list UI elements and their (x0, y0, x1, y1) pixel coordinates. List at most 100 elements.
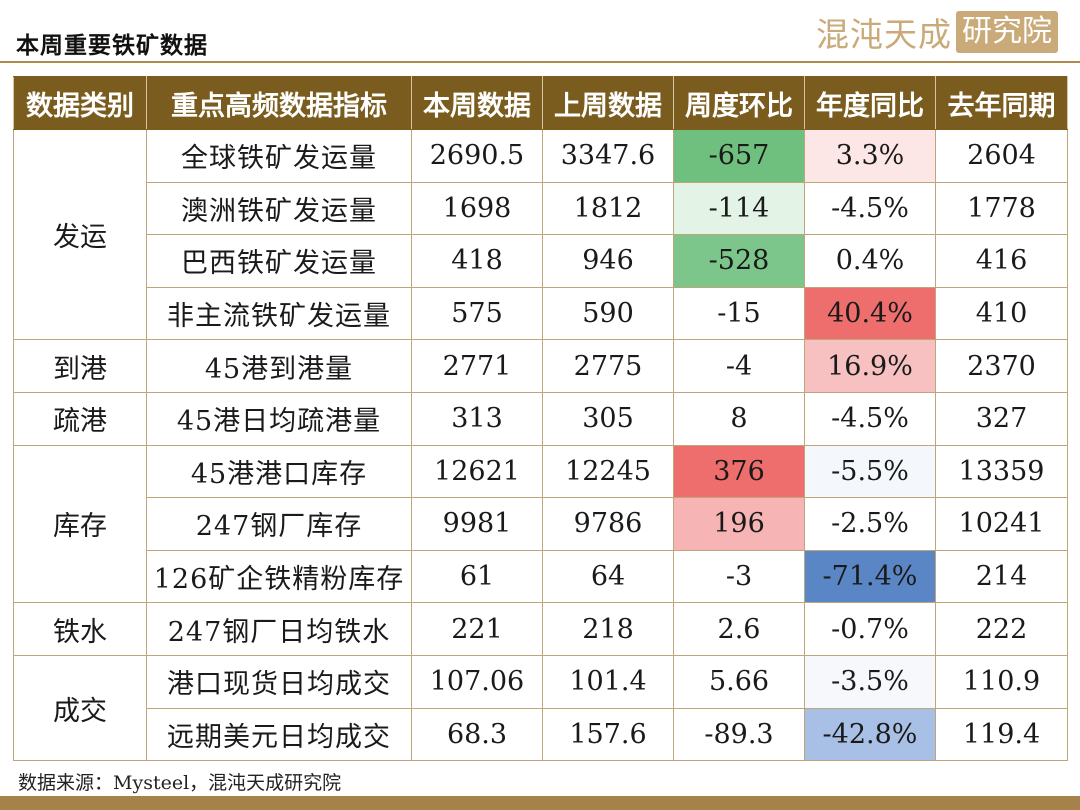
last-week-cell: 9786 (542, 497, 674, 551)
brand-logo: 混沌天成 研究院 (816, 10, 1058, 54)
last-year-cell: 2370 (935, 339, 1068, 393)
table-row: 远期美元日均成交 68.3 157.6 -89.3 -42.8% 119.4 (14, 707, 1068, 762)
this-week-cell: 12621 (411, 444, 543, 499)
wow-change-cell: -89.3 (673, 707, 805, 762)
yoy-change-cell: -42.8% (804, 707, 936, 762)
category-cell: 铁水 (13, 602, 147, 656)
this-week-cell: 9981 (411, 497, 543, 551)
last-year-cell: 416 (935, 234, 1068, 288)
yoy-change-cell: -2.5% (804, 497, 936, 551)
wow-change-cell: -4 (673, 339, 805, 393)
this-week-cell: 575 (411, 286, 543, 341)
last-week-cell: 218 (542, 602, 674, 656)
wow-change-cell: 8 (673, 391, 805, 446)
indicator-cell: 45港日均疏港量 (146, 391, 412, 446)
last-week-cell: 157.6 (542, 707, 674, 762)
table-header-row: 数据类别 重点高频数据指标 本周数据 上周数据 周度环比 年度同比 去年同期 (13, 76, 1068, 130)
indicator-cell: 45港到港量 (146, 339, 412, 393)
this-week-cell: 2771 (411, 339, 543, 393)
indicator-cell: 巴西铁矿发运量 (146, 234, 412, 288)
footer-bar (0, 796, 1080, 810)
last-year-cell: 327 (935, 391, 1068, 446)
last-year-cell: 410 (935, 286, 1068, 341)
table-row: 247钢厂库存 9981 9786 196 -2.5% 10241 (14, 497, 1068, 551)
yoy-change-cell: -0.7% (804, 602, 936, 656)
category-cell: 成交 (13, 654, 147, 762)
table-row: 澳洲铁矿发运量 1698 1812 -114 -4.5% 1778 (14, 181, 1068, 236)
yoy-change-cell: 0.4% (804, 234, 936, 288)
last-week-cell: 305 (542, 391, 674, 446)
this-week-cell: 313 (411, 391, 543, 446)
logo-text: 混沌天成 (816, 15, 952, 54)
table-row: 铁水 247钢厂日均铁水 221 218 2.6 -0.7% 222 (13, 602, 1068, 656)
last-year-cell: 13359 (935, 444, 1068, 499)
table-row: 疏港 45港日均疏港量 313 305 8 -4.5% 327 (13, 391, 1068, 446)
wow-change-cell: -15 (673, 286, 805, 341)
yoy-change-cell: -3.5% (804, 654, 936, 709)
column-header: 重点高频数据指标 (146, 76, 412, 130)
category-cell: 发运 (13, 128, 147, 341)
this-week-cell: 2690.5 (411, 129, 543, 183)
this-week-cell: 107.06 (411, 654, 543, 709)
indicator-cell: 247钢厂库存 (146, 497, 412, 551)
last-year-cell: 214 (935, 549, 1068, 604)
yoy-change-cell: 3.3% (804, 129, 936, 183)
table-row: 发运 全球铁矿发运量 2690.5 3347.6 -657 3.3% 2604 (13, 128, 1068, 341)
header-divider (0, 61, 1080, 63)
last-week-cell: 1812 (542, 181, 674, 236)
yoy-change-cell: 40.4% (804, 286, 936, 341)
last-week-cell: 2775 (542, 339, 674, 393)
wow-change-cell: 376 (673, 444, 805, 499)
wow-change-cell: -657 (673, 129, 805, 183)
this-week-cell: 1698 (411, 181, 543, 236)
last-week-cell: 590 (542, 286, 674, 341)
indicator-cell: 澳洲铁矿发运量 (146, 181, 412, 236)
yoy-change-cell: -5.5% (804, 444, 936, 499)
table-row: 126矿企铁精粉库存 61 64 -3 -71.4% 214 (14, 549, 1068, 604)
this-week-cell: 418 (411, 234, 543, 288)
wow-change-cell: 2.6 (673, 602, 805, 656)
page-title: 本周重要铁矿数据 (16, 33, 208, 59)
last-year-cell: 10241 (935, 497, 1068, 551)
indicator-cell: 远期美元日均成交 (146, 707, 412, 762)
yoy-change-cell: -71.4% (804, 549, 936, 604)
last-year-cell: 2604 (935, 129, 1068, 183)
logo-box-text: 研究院 (956, 11, 1058, 53)
table-row: 到港 45港到港量 2771 2775 -4 16.9% 2370 (13, 339, 1068, 393)
table-row: 巴西铁矿发运量 418 946 -528 0.4% 416 (14, 234, 1068, 288)
last-week-cell: 101.4 (542, 654, 674, 709)
yoy-change-cell: 16.9% (804, 339, 936, 393)
column-header: 上周数据 (542, 76, 674, 130)
data-source-note: 数据来源：Mysteel，混沌天成研究院 (18, 772, 342, 794)
last-week-cell: 12245 (542, 444, 674, 499)
last-year-cell: 110.9 (935, 654, 1068, 709)
column-header: 本周数据 (411, 76, 543, 130)
last-week-cell: 3347.6 (542, 129, 674, 183)
table-body: 发运 全球铁矿发运量 2690.5 3347.6 -657 3.3% 2604 澳洲铁矿发运量… (13, 128, 1068, 762)
wow-change-cell: -3 (673, 549, 805, 604)
category-cell: 库存 (13, 444, 147, 604)
yoy-change-cell: -4.5% (804, 181, 936, 236)
this-week-cell: 61 (411, 549, 543, 604)
wow-change-cell: -528 (673, 234, 805, 288)
column-header: 年度同比 (804, 76, 936, 130)
last-year-cell: 1778 (935, 181, 1068, 236)
yoy-change-cell: -4.5% (804, 391, 936, 446)
last-week-cell: 64 (542, 549, 674, 604)
indicator-cell: 45港港口库存 (146, 444, 412, 499)
table-row: 成交 港口现货日均成交 107.06 101.4 5.66 -3.5% 110.9 (13, 654, 1068, 762)
indicator-cell: 全球铁矿发运量 (146, 129, 412, 183)
indicator-cell: 247钢厂日均铁水 (146, 602, 412, 656)
iron-ore-data-table: 数据类别 重点高频数据指标 本周数据 上周数据 周度环比 年度同比 去年同期 发运 全球铁矿发… (13, 76, 1068, 762)
category-cell: 疏港 (13, 391, 147, 446)
this-week-cell: 68.3 (411, 707, 543, 762)
category-cell: 到港 (13, 339, 147, 393)
wow-change-cell: 5.66 (673, 654, 805, 709)
last-week-cell: 946 (542, 234, 674, 288)
column-header: 数据类别 (13, 76, 147, 130)
table-row: 非主流铁矿发运量 575 590 -15 40.4% 410 (14, 286, 1068, 341)
table-row: 库存 45港港口库存 12621 12245 376 -5.5% 13359 (13, 444, 1068, 604)
last-year-cell: 222 (935, 602, 1068, 656)
indicator-cell: 非主流铁矿发运量 (146, 286, 412, 341)
page-header: 本周重要铁矿数据 混沌天成 研究院 (0, 0, 1080, 63)
